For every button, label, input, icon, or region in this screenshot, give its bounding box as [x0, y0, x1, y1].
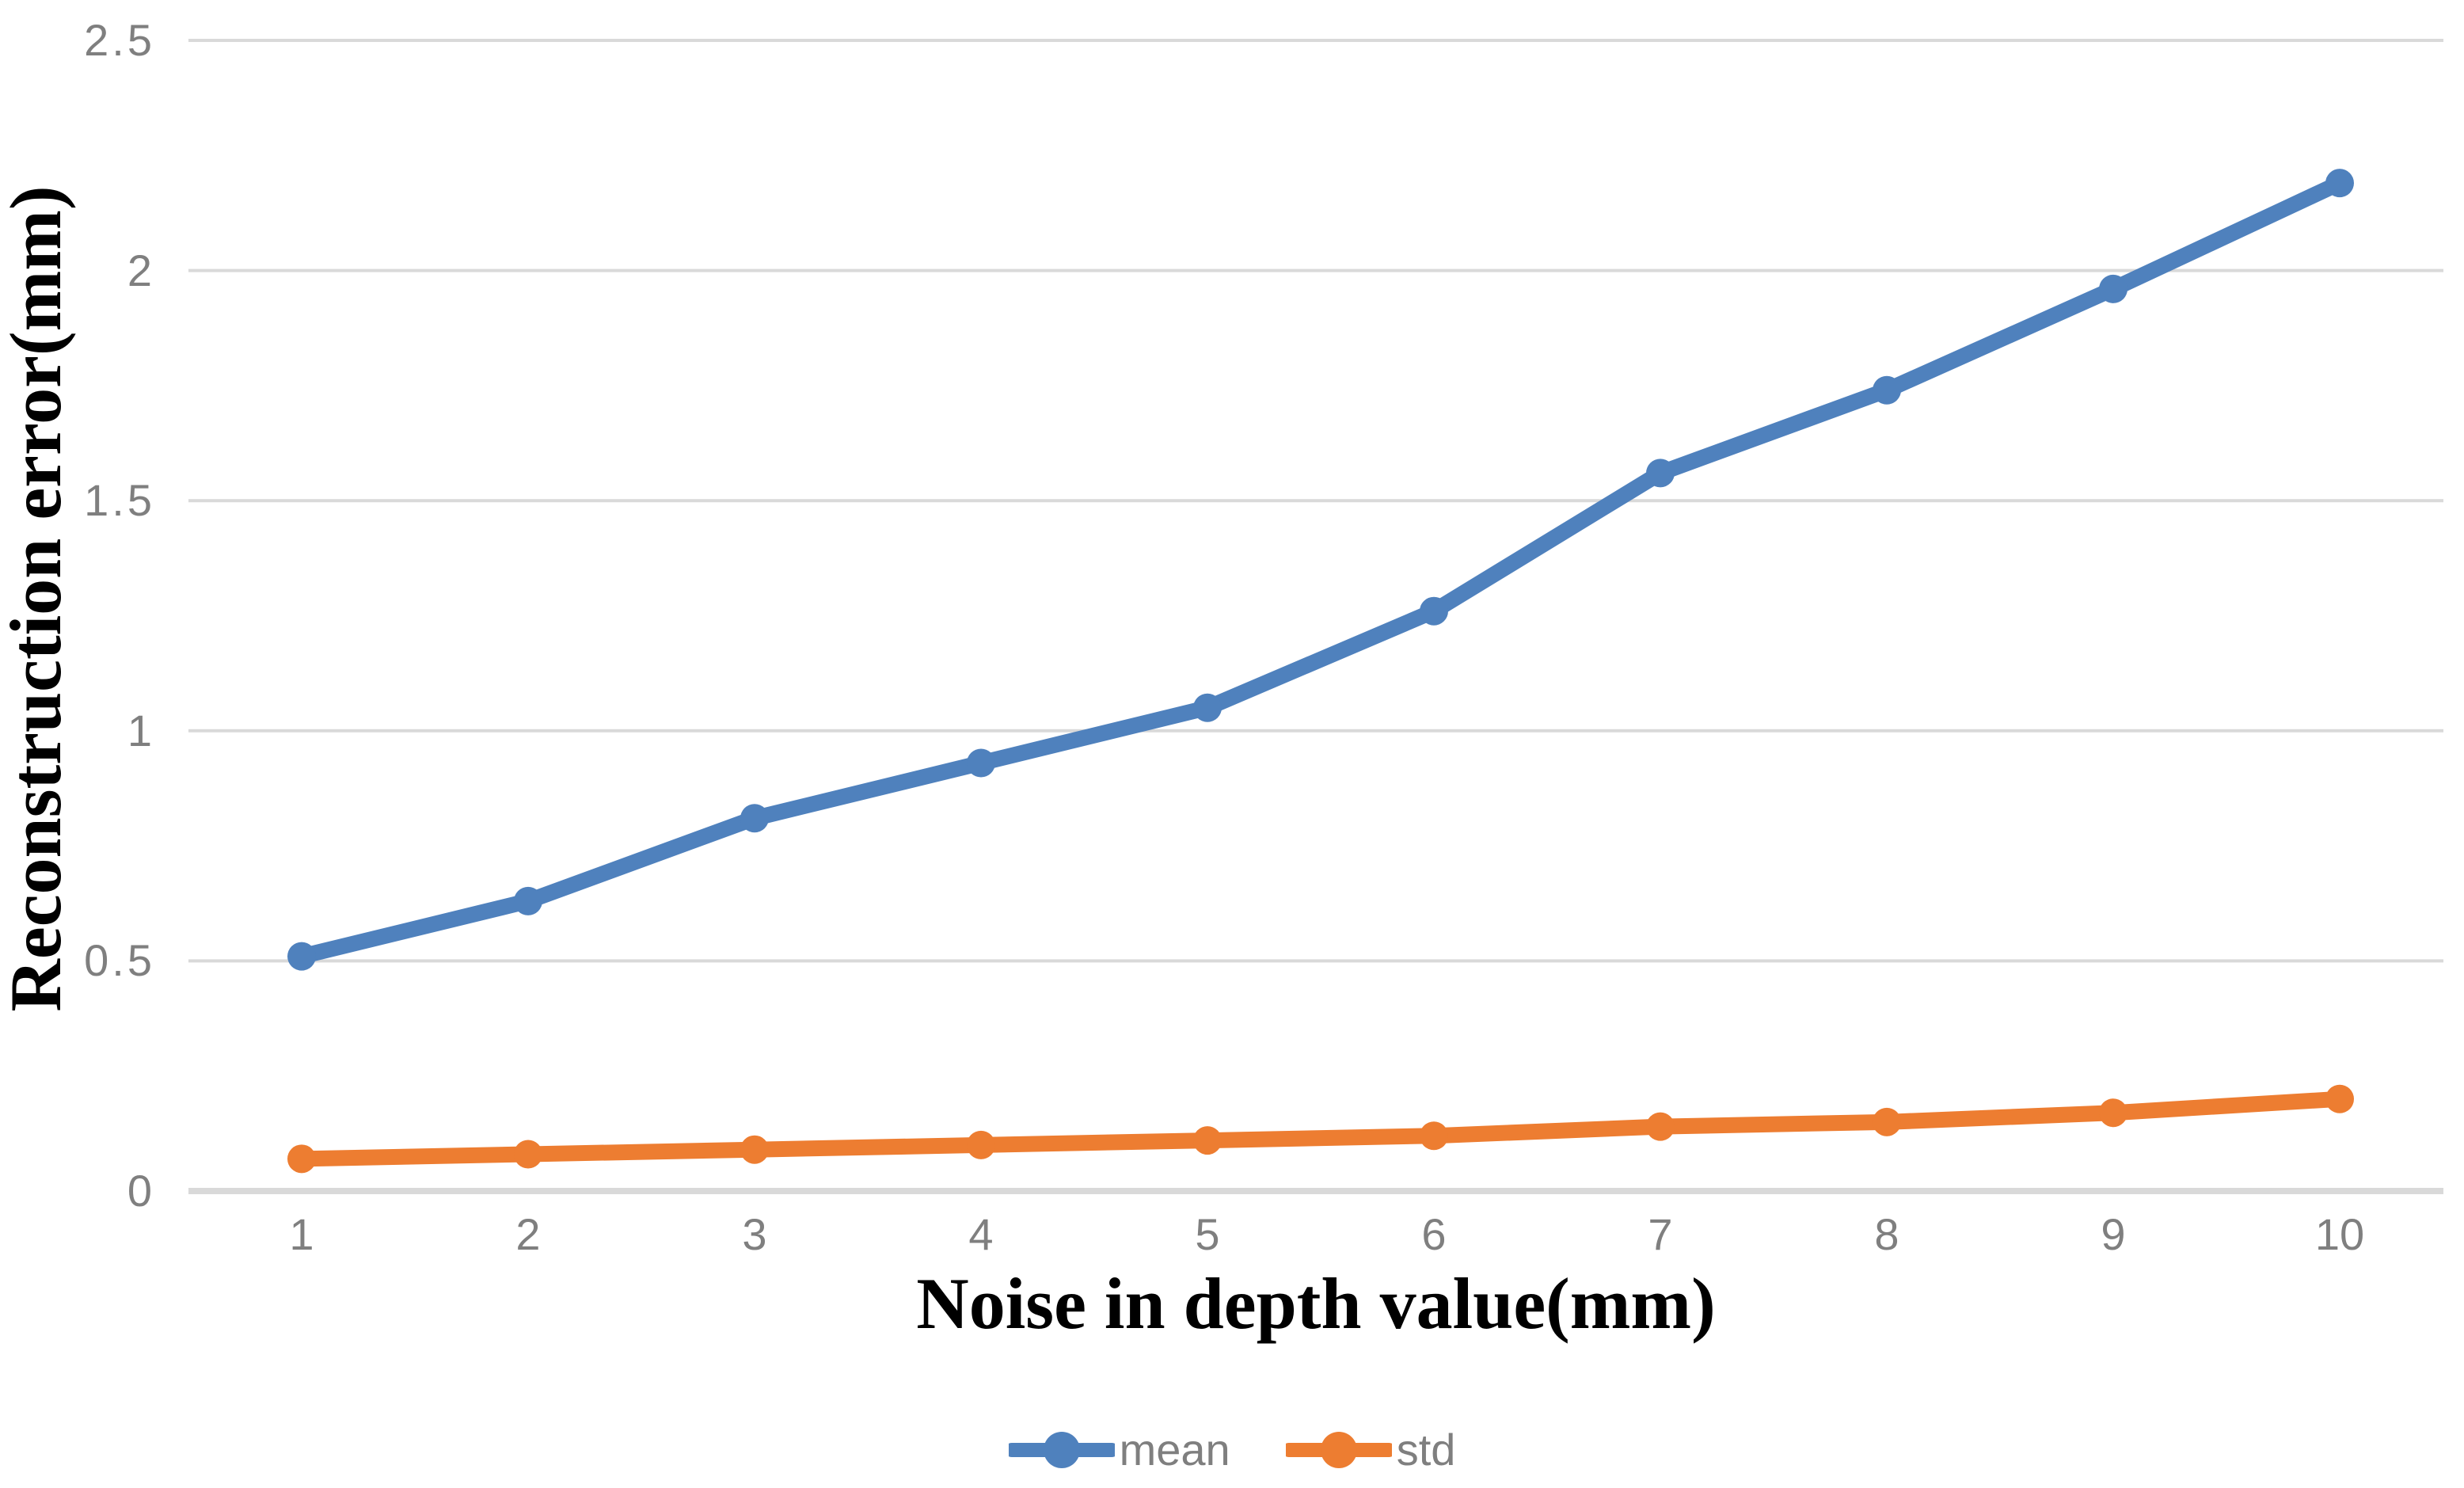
std-data-point-9	[2099, 1098, 2127, 1128]
mean-data-point-3	[740, 804, 769, 833]
mean-data-point-7	[1646, 459, 1675, 488]
x-tick-label: 10	[2314, 1209, 2365, 1259]
std-data-point-1	[287, 1144, 316, 1174]
y-tick-label: 2	[127, 245, 155, 295]
mean-data-point-8	[1873, 375, 1901, 405]
y-axis-title: Reconstruction error(mm)	[0, 185, 76, 1012]
std-data-point-4	[967, 1130, 995, 1159]
legend-label-mean: mean	[1119, 1425, 1230, 1475]
mean-data-point-5	[1193, 693, 1222, 722]
std-data-point-3	[740, 1135, 769, 1164]
legend-label-std: std	[1396, 1425, 1456, 1475]
std-data-point-10	[2325, 1084, 2354, 1113]
mean-data-point-2	[514, 886, 542, 915]
std-data-point-2	[514, 1140, 542, 1169]
std-data-point-7	[1646, 1112, 1675, 1141]
legend: mean std	[0, 1424, 2464, 1475]
mean-data-point-6	[1420, 596, 1448, 626]
mean-data-point-1	[287, 942, 316, 971]
legend-item-mean: mean	[1008, 1424, 1230, 1475]
x-tick-label: 9	[2101, 1209, 2126, 1259]
std-series-line	[294, 1090, 2348, 1167]
mean-series-line	[294, 175, 2348, 965]
y-tick-label: 0.5	[84, 935, 155, 986]
x-tick-label: 4	[968, 1209, 994, 1259]
mean-line-marker-icon	[1008, 1431, 1115, 1468]
x-tick-label: 8	[1874, 1209, 1899, 1259]
std-line-marker-icon	[1285, 1431, 1392, 1468]
y-tick-label: 2.5	[84, 15, 155, 65]
x-axis-title: Noise in depth value(mm)	[916, 1263, 1716, 1344]
x-tick-label: 7	[1648, 1209, 1673, 1259]
mean-data-point-9	[2099, 274, 2127, 303]
y-tick-label: 0	[127, 1166, 155, 1216]
y-tick-label: 1	[127, 705, 155, 755]
x-tick-label: 1	[289, 1209, 314, 1259]
x-tick-label: 6	[1421, 1209, 1447, 1259]
x-tick-label: 3	[742, 1209, 767, 1259]
mean-data-point-10	[2325, 169, 2354, 198]
x-tick-label: 5	[1195, 1209, 1220, 1259]
legend-item-std: std	[1285, 1424, 1456, 1475]
std-data-point-5	[1193, 1126, 1222, 1155]
mean-data-point-4	[967, 748, 995, 778]
x-tick-label: 2	[515, 1209, 541, 1259]
std-data-point-8	[1873, 1107, 1901, 1136]
y-tick-label: 1.5	[84, 475, 155, 526]
std-data-point-6	[1420, 1121, 1448, 1151]
